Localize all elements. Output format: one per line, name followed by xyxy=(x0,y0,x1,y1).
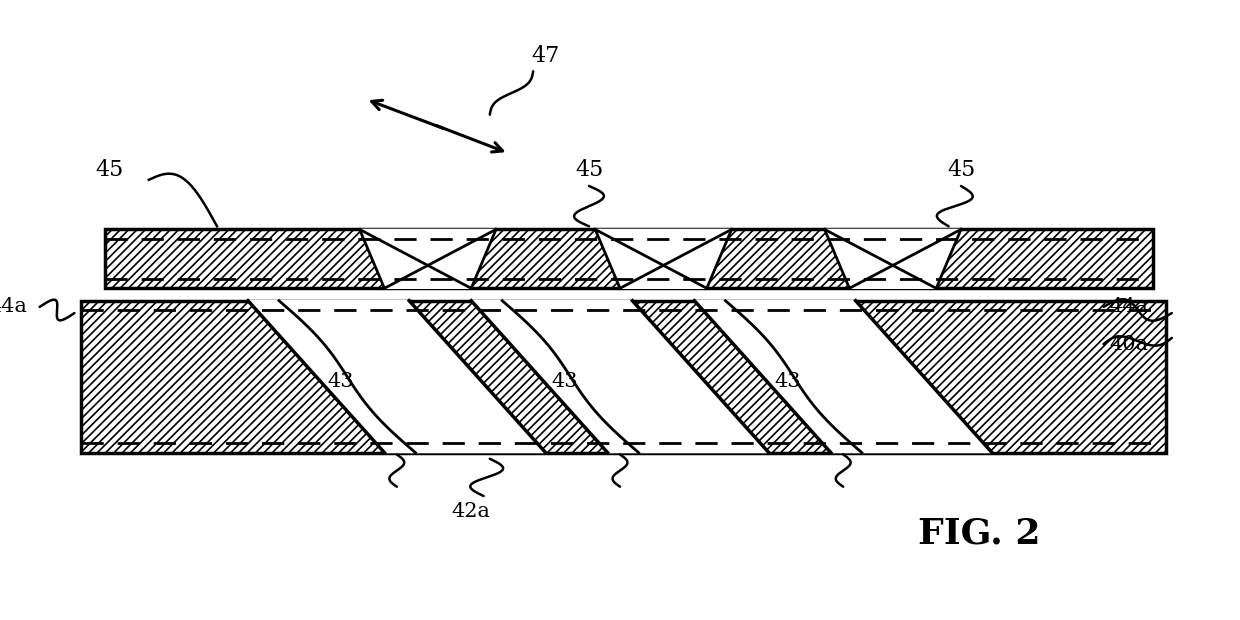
Polygon shape xyxy=(360,229,496,288)
Polygon shape xyxy=(694,301,992,453)
Text: 45: 45 xyxy=(947,159,975,182)
Text: 43: 43 xyxy=(551,372,578,391)
Polygon shape xyxy=(248,301,546,453)
Bar xyxy=(105,229,1153,288)
Polygon shape xyxy=(825,229,961,288)
Text: 43: 43 xyxy=(774,372,801,391)
Text: 47: 47 xyxy=(532,45,559,67)
Text: 43: 43 xyxy=(327,372,355,391)
Text: 45: 45 xyxy=(95,159,124,182)
Text: 44a: 44a xyxy=(0,298,27,316)
Text: 42a: 42a xyxy=(451,502,491,521)
Text: 40a: 40a xyxy=(1110,335,1148,353)
Polygon shape xyxy=(595,229,732,288)
Bar xyxy=(81,301,1166,453)
Text: 44a: 44a xyxy=(1110,298,1148,316)
Text: FIG. 2: FIG. 2 xyxy=(919,516,1040,550)
Polygon shape xyxy=(471,301,769,453)
Text: 45: 45 xyxy=(575,159,603,182)
